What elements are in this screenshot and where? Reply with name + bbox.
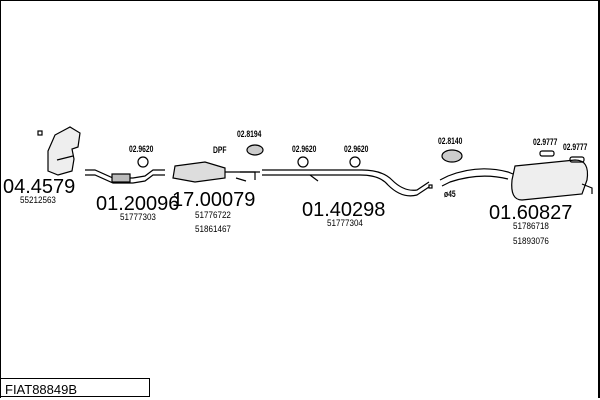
oe-number: 51777304: [327, 218, 363, 229]
oe-number: 51777303: [120, 212, 156, 223]
part-code: 01.20096: [96, 193, 180, 215]
part-code: 01.60827: [489, 202, 573, 224]
accessory-code: 02.8140: [438, 136, 463, 146]
front-pipe-drawing: [85, 169, 165, 184]
accessory-code: 02.9620: [344, 144, 369, 154]
accessory-code: 02.8194: [237, 129, 262, 139]
oe-number: 51776722: [195, 210, 231, 221]
rear-pipe-drawing: [439, 168, 514, 187]
part-code: 01.40298: [302, 199, 386, 221]
diameter-label: ø45: [444, 189, 456, 199]
part-code: 17.00079: [172, 189, 256, 211]
rear-silencer-drawing: [511, 159, 593, 201]
accessory-code: 02.9620: [129, 144, 154, 154]
oe-number: 51786718: [513, 221, 549, 232]
accessory-code: 02.9620: [292, 144, 317, 154]
small-part-icon: [428, 184, 433, 189]
small-part-icon: [37, 130, 43, 136]
accessory-code: 02.9777: [533, 137, 558, 147]
hanger-icons: [137, 144, 585, 168]
part-code: 04.4579: [3, 176, 76, 198]
diagram-title: FIAT88849B: [0, 378, 150, 397]
catalytic-converter-drawing: [47, 126, 81, 176]
oe-number: 55212563: [20, 195, 56, 206]
accessory-code: 02.9777: [563, 142, 588, 152]
middle-pipe-drawing: [262, 169, 430, 197]
dpf-drawing: [172, 161, 260, 183]
oe-number: 51893076: [513, 236, 549, 247]
oe-number: 51861467: [195, 224, 231, 235]
dpf-label: DPF: [213, 145, 227, 155]
